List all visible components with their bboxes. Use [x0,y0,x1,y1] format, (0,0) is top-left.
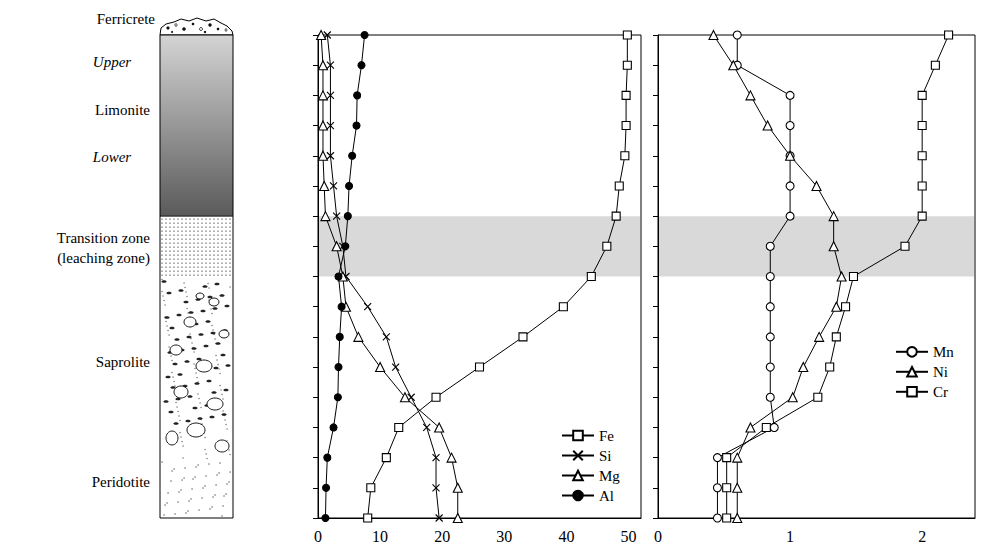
svg-text:Si: Si [599,448,612,464]
svg-text:Fe: Fe [599,428,614,444]
svg-text:(leaching zone): (leaching zone) [57,250,150,267]
svg-text:40: 40 [558,528,574,545]
svg-text:Saprolite: Saprolite [96,354,150,370]
svg-text:0: 0 [314,528,322,545]
svg-text:0: 0 [654,528,662,545]
svg-text:Ferricrete: Ferricrete [97,11,156,27]
svg-text:Mn: Mn [933,344,954,360]
svg-text:Al: Al [599,488,614,504]
svg-text:10: 10 [372,528,388,545]
svg-text:Mg: Mg [599,468,620,484]
svg-text:Peridotite: Peridotite [92,474,151,490]
svg-text:Transition zone: Transition zone [57,230,151,246]
svg-text:50: 50 [621,528,637,545]
svg-text:30: 30 [496,528,512,545]
svg-text:1: 1 [786,528,794,545]
svg-text:Upper: Upper [93,54,131,70]
svg-text:2: 2 [918,528,926,545]
svg-text:Ni: Ni [933,364,948,380]
svg-text:Lower: Lower [92,149,132,165]
svg-text:Cr: Cr [933,384,948,400]
svg-text:Limonite: Limonite [95,102,150,118]
svg-text:20: 20 [434,528,450,545]
